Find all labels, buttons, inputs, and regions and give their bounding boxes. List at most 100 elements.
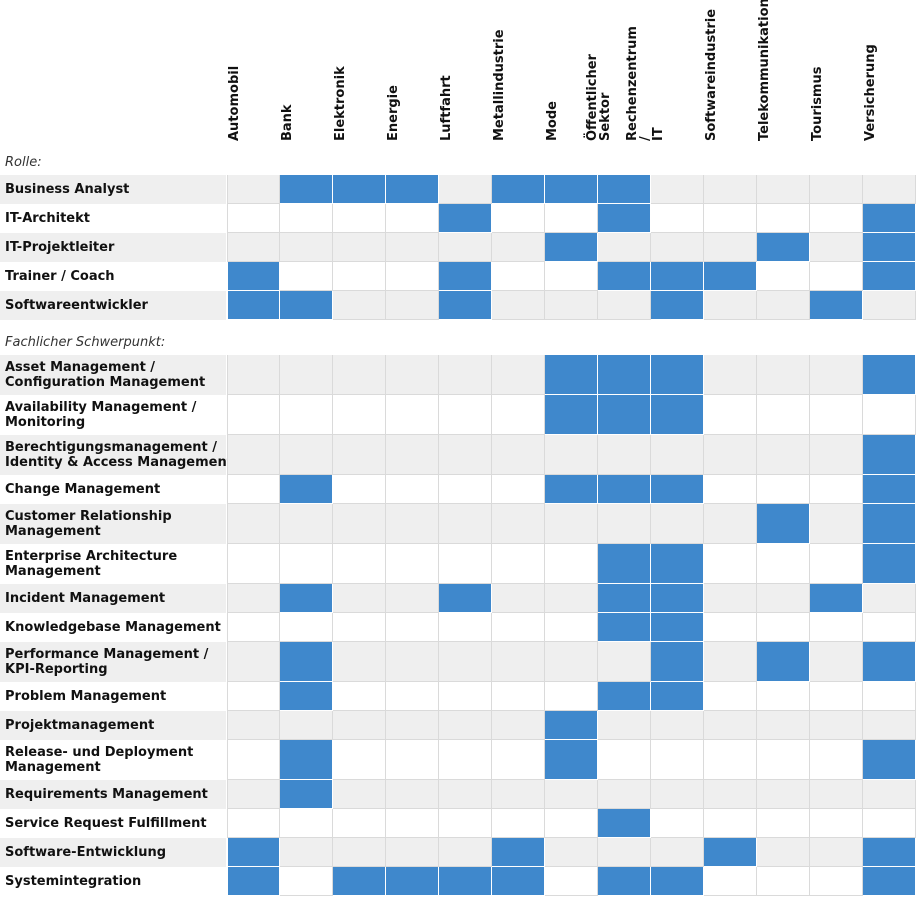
- matrix-cell-active: [227, 262, 280, 291]
- matrix-cell-empty: [757, 682, 810, 711]
- matrix-cell-empty: [863, 682, 916, 711]
- matrix-cell-empty: [492, 233, 545, 262]
- matrix-cell-empty: [280, 711, 333, 740]
- matrix-cell-empty: [704, 504, 757, 544]
- matrix-cell-active: [545, 711, 598, 740]
- matrix-cell-empty: [333, 204, 386, 233]
- section-label: Rolle:: [5, 155, 42, 170]
- matrix-cell-empty: [810, 809, 863, 838]
- matrix-cell-active: [863, 642, 916, 682]
- matrix-cell-empty: [333, 475, 386, 504]
- matrix-cell-empty: [280, 613, 333, 642]
- matrix-cell-empty: [704, 682, 757, 711]
- matrix-cell-empty: [863, 711, 916, 740]
- matrix-cell-empty: [651, 838, 704, 867]
- matrix-cell-active: [810, 291, 863, 320]
- matrix-cell-empty: [386, 475, 439, 504]
- matrix-cell-empty: [704, 435, 757, 475]
- column-header: Elektronik: [333, 0, 386, 143]
- matrix-cell-empty: [227, 395, 280, 435]
- matrix-cell-empty: [757, 435, 810, 475]
- matrix-cell-active: [492, 838, 545, 867]
- matrix-cell-empty: [227, 233, 280, 262]
- row-label: Service Request Fulfillment: [0, 809, 226, 838]
- matrix-cell-empty: [545, 613, 598, 642]
- matrix-cell-empty: [704, 175, 757, 204]
- column-header-label: Bank: [280, 104, 295, 141]
- matrix-cell-empty: [492, 504, 545, 544]
- row-label: Trainer / Coach: [0, 262, 226, 291]
- matrix-cell-active: [863, 204, 916, 233]
- matrix-cell-empty: [333, 262, 386, 291]
- matrix-cell-empty: [492, 395, 545, 435]
- matrix-cell-empty: [704, 584, 757, 613]
- column-header-label: Automobil: [227, 65, 242, 141]
- matrix-cell-empty: [810, 204, 863, 233]
- matrix-cell-empty: [545, 204, 598, 233]
- matrix-cell-active: [227, 291, 280, 320]
- matrix-cell-empty: [386, 780, 439, 809]
- matrix-cell-empty: [598, 740, 651, 780]
- matrix-cell-empty: [545, 682, 598, 711]
- matrix-cell-empty: [810, 262, 863, 291]
- matrix-cell-empty: [386, 682, 439, 711]
- matrix-cell-empty: [280, 544, 333, 584]
- matrix-cell-active: [439, 867, 492, 896]
- matrix-cell-empty: [333, 613, 386, 642]
- matrix-cell-empty: [280, 355, 333, 395]
- matrix-cell-active: [545, 355, 598, 395]
- matrix-cell-empty: [492, 740, 545, 780]
- matrix-cell-empty: [704, 204, 757, 233]
- row-label: Availability Management / Monitoring: [0, 395, 226, 435]
- column-header: Versicherung: [863, 0, 916, 143]
- matrix-cell-empty: [757, 584, 810, 613]
- row-label: Knowledgebase Management: [0, 613, 226, 642]
- matrix-cell-empty: [545, 504, 598, 544]
- matrix-cell-empty: [810, 613, 863, 642]
- matrix-cell-empty: [386, 584, 439, 613]
- matrix-cell-empty: [704, 642, 757, 682]
- column-header: Tourismus: [810, 0, 863, 143]
- matrix-cell-empty: [810, 867, 863, 896]
- matrix-cell-empty: [704, 233, 757, 262]
- matrix-cell-empty: [439, 395, 492, 435]
- matrix-cell-active: [757, 233, 810, 262]
- matrix-cell-active: [439, 204, 492, 233]
- matrix-cell-empty: [757, 204, 810, 233]
- matrix-cell-empty: [810, 395, 863, 435]
- matrix-cell-empty: [704, 867, 757, 896]
- matrix-cell-empty: [492, 475, 545, 504]
- matrix-cell-empty: [386, 262, 439, 291]
- row-label: Change Management: [0, 475, 226, 504]
- matrix-cell-active: [439, 262, 492, 291]
- matrix-cell-active: [439, 291, 492, 320]
- matrix-cell-empty: [651, 435, 704, 475]
- matrix-cell-active: [333, 867, 386, 896]
- matrix-cell-empty: [651, 809, 704, 838]
- matrix-cell-empty: [492, 780, 545, 809]
- matrix-cell-empty: [704, 613, 757, 642]
- matrix-cell-empty: [386, 740, 439, 780]
- matrix-cell-empty: [545, 642, 598, 682]
- matrix-cell-empty: [492, 435, 545, 475]
- matrix-cell-empty: [757, 740, 810, 780]
- matrix-cell-empty: [280, 262, 333, 291]
- matrix-cell-empty: [545, 544, 598, 584]
- matrix-cell-empty: [704, 544, 757, 584]
- matrix-cell-empty: [333, 355, 386, 395]
- matrix-cell-empty: [439, 233, 492, 262]
- matrix-cell-empty: [492, 711, 545, 740]
- matrix-cell-active: [810, 584, 863, 613]
- matrix-cell-empty: [810, 711, 863, 740]
- matrix-cell-empty: [492, 262, 545, 291]
- matrix-cell-active: [651, 395, 704, 435]
- matrix-cell-active: [545, 740, 598, 780]
- matrix-cell-empty: [439, 642, 492, 682]
- matrix-cell-active: [651, 613, 704, 642]
- row-label: Enterprise Architecture Management: [0, 544, 226, 584]
- matrix-cell-active: [651, 682, 704, 711]
- matrix-cell-active: [598, 584, 651, 613]
- matrix-cell-empty: [280, 504, 333, 544]
- matrix-cell-empty: [227, 711, 280, 740]
